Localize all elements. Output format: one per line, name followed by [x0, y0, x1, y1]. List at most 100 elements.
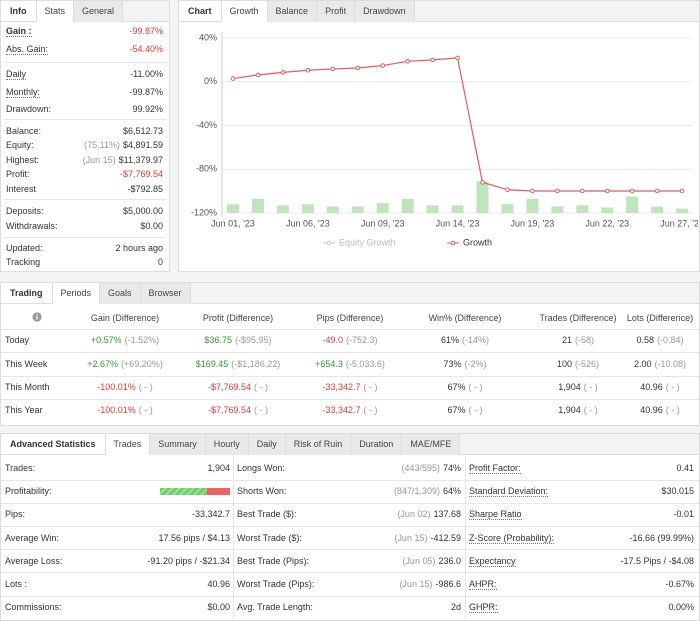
tab[interactable]: Summary [150, 434, 206, 455]
value: 21 [561, 335, 572, 345]
value: $30.015 [474, 484, 694, 498]
value: 137.68 [433, 509, 461, 520]
tab[interactable]: Stats [36, 1, 75, 22]
note: (443/595) [401, 463, 440, 473]
separator [1, 549, 699, 551]
tab[interactable]: Periods [52, 283, 101, 304]
cell: 40.96( - ) [621, 380, 699, 394]
value: +654.3 [315, 359, 343, 369]
value: 17.56 pips / $4.13 [158, 532, 230, 543]
tab[interactable]: Hourly [205, 434, 249, 455]
tab[interactable]: Growth [221, 1, 268, 22]
tab[interactable]: Trades [105, 434, 151, 455]
tab-bar: Advanced Statistics Trades Summary Hourly Da… [0, 433, 700, 455]
tab-bar: Info Stats General [0, 0, 170, 22]
value: $5,000.00 [122, 206, 163, 216]
bar [227, 204, 239, 213]
cell: -$7,769.54( - ) [128, 380, 348, 394]
difference: ( - ) [138, 382, 153, 392]
separator [1, 572, 699, 574]
value: -$7,769.54 [0, 167, 163, 181]
value: $4,891.59 [122, 140, 163, 150]
stat-label: Shorts Won: [237, 486, 287, 497]
value: -0.01 [474, 507, 694, 521]
tab[interactable]: Duration [351, 434, 403, 455]
value: -0.67% [665, 579, 694, 589]
cell: 67%( - ) [355, 380, 575, 394]
divider [233, 456, 234, 620]
separator [4, 199, 166, 200]
tab[interactable]: Browser [140, 283, 191, 304]
stat-label: Worst Trade (Pips): [237, 579, 315, 589]
stat-label: Balance: [6, 126, 42, 136]
tab[interactable]: Drawdown [355, 1, 415, 22]
note: (Jun 15) [399, 579, 433, 589]
difference: ( - ) [363, 405, 378, 415]
tab-title: Info [1, 1, 37, 21]
bar [551, 206, 564, 213]
x-tick-label: Jun 01, '23 [211, 218, 255, 228]
legend-label: Equity Growth [339, 237, 396, 247]
bar [526, 198, 539, 213]
value: -11.00% [0, 67, 163, 81]
chart: 40% 0% -40% -80% -120%Jun 01, '23 Jun 06, '23… [191, 32, 698, 247]
bar [301, 204, 314, 213]
stat-label: Deposits: [6, 206, 44, 216]
tab[interactable]: General [74, 1, 124, 22]
info-icon[interactable] [32, 312, 42, 322]
point [480, 180, 485, 185]
tab[interactable]: Balance [267, 1, 318, 22]
stat-label: Standard Deviation: [469, 484, 689, 498]
value: 236.0 [438, 555, 461, 566]
stat-label: Trades: [5, 463, 36, 473]
value: 73% [443, 359, 462, 369]
bar [651, 206, 664, 213]
value: -412.59 [430, 532, 461, 543]
cell: -100.01%( - ) [15, 403, 235, 417]
y-tick-label: -120% [191, 207, 217, 217]
tab[interactable]: MAE/MFE [402, 434, 461, 455]
difference: (-14%) [462, 335, 490, 345]
stat-label: Monthly: [6, 85, 226, 99]
separator [1, 502, 699, 504]
x-tick-label: Jun 09, '23 [361, 218, 405, 228]
tab-title: Chart [179, 1, 222, 21]
column-header: Pips (Difference) [316, 313, 384, 323]
point [604, 188, 610, 194]
value: -91.20 pips / -$21.34 [10, 554, 230, 568]
value: $36.75 [204, 335, 232, 345]
value: 74% [442, 463, 461, 473]
cell: +654.3 (-5,033.6) [240, 357, 460, 371]
tab[interactable]: Daily [248, 434, 286, 455]
point [580, 188, 585, 194]
legend-swatch [326, 240, 332, 246]
label-text: Abs. Gain: [6, 44, 49, 55]
panel [0, 0, 170, 272]
value: -986.6 [435, 579, 461, 589]
cell: $36.75 (-$95.95) [128, 333, 348, 347]
difference: ( - ) [138, 405, 153, 415]
cell: -$7,769.54( - ) [128, 403, 348, 417]
difference: ( - ) [468, 405, 483, 415]
value: 100 [556, 359, 572, 369]
point [455, 55, 460, 61]
value: -100.01% [97, 405, 136, 415]
value: -54.40% [0, 42, 163, 56]
label-text: Sharpe Ratio [469, 509, 522, 521]
tab[interactable]: Profit [317, 1, 356, 22]
bar [601, 207, 614, 213]
y-tick-label: 0% [204, 76, 217, 86]
difference: (-2%) [464, 359, 487, 369]
point [505, 187, 510, 193]
tab[interactable]: Risk of Ruin [285, 434, 352, 455]
stat-label: Equity: [6, 140, 34, 150]
column-header: Profit (Difference) [202, 313, 274, 323]
separator [1, 399, 699, 400]
difference: ( - ) [254, 405, 269, 415]
bar [376, 203, 389, 213]
value: -99.87% [129, 87, 163, 97]
stat-label: Expectancy [469, 554, 689, 568]
value: -33,342.7 [322, 382, 361, 392]
tab[interactable]: Goals [100, 283, 141, 304]
value: -16.66 (99.99%) [474, 531, 694, 545]
